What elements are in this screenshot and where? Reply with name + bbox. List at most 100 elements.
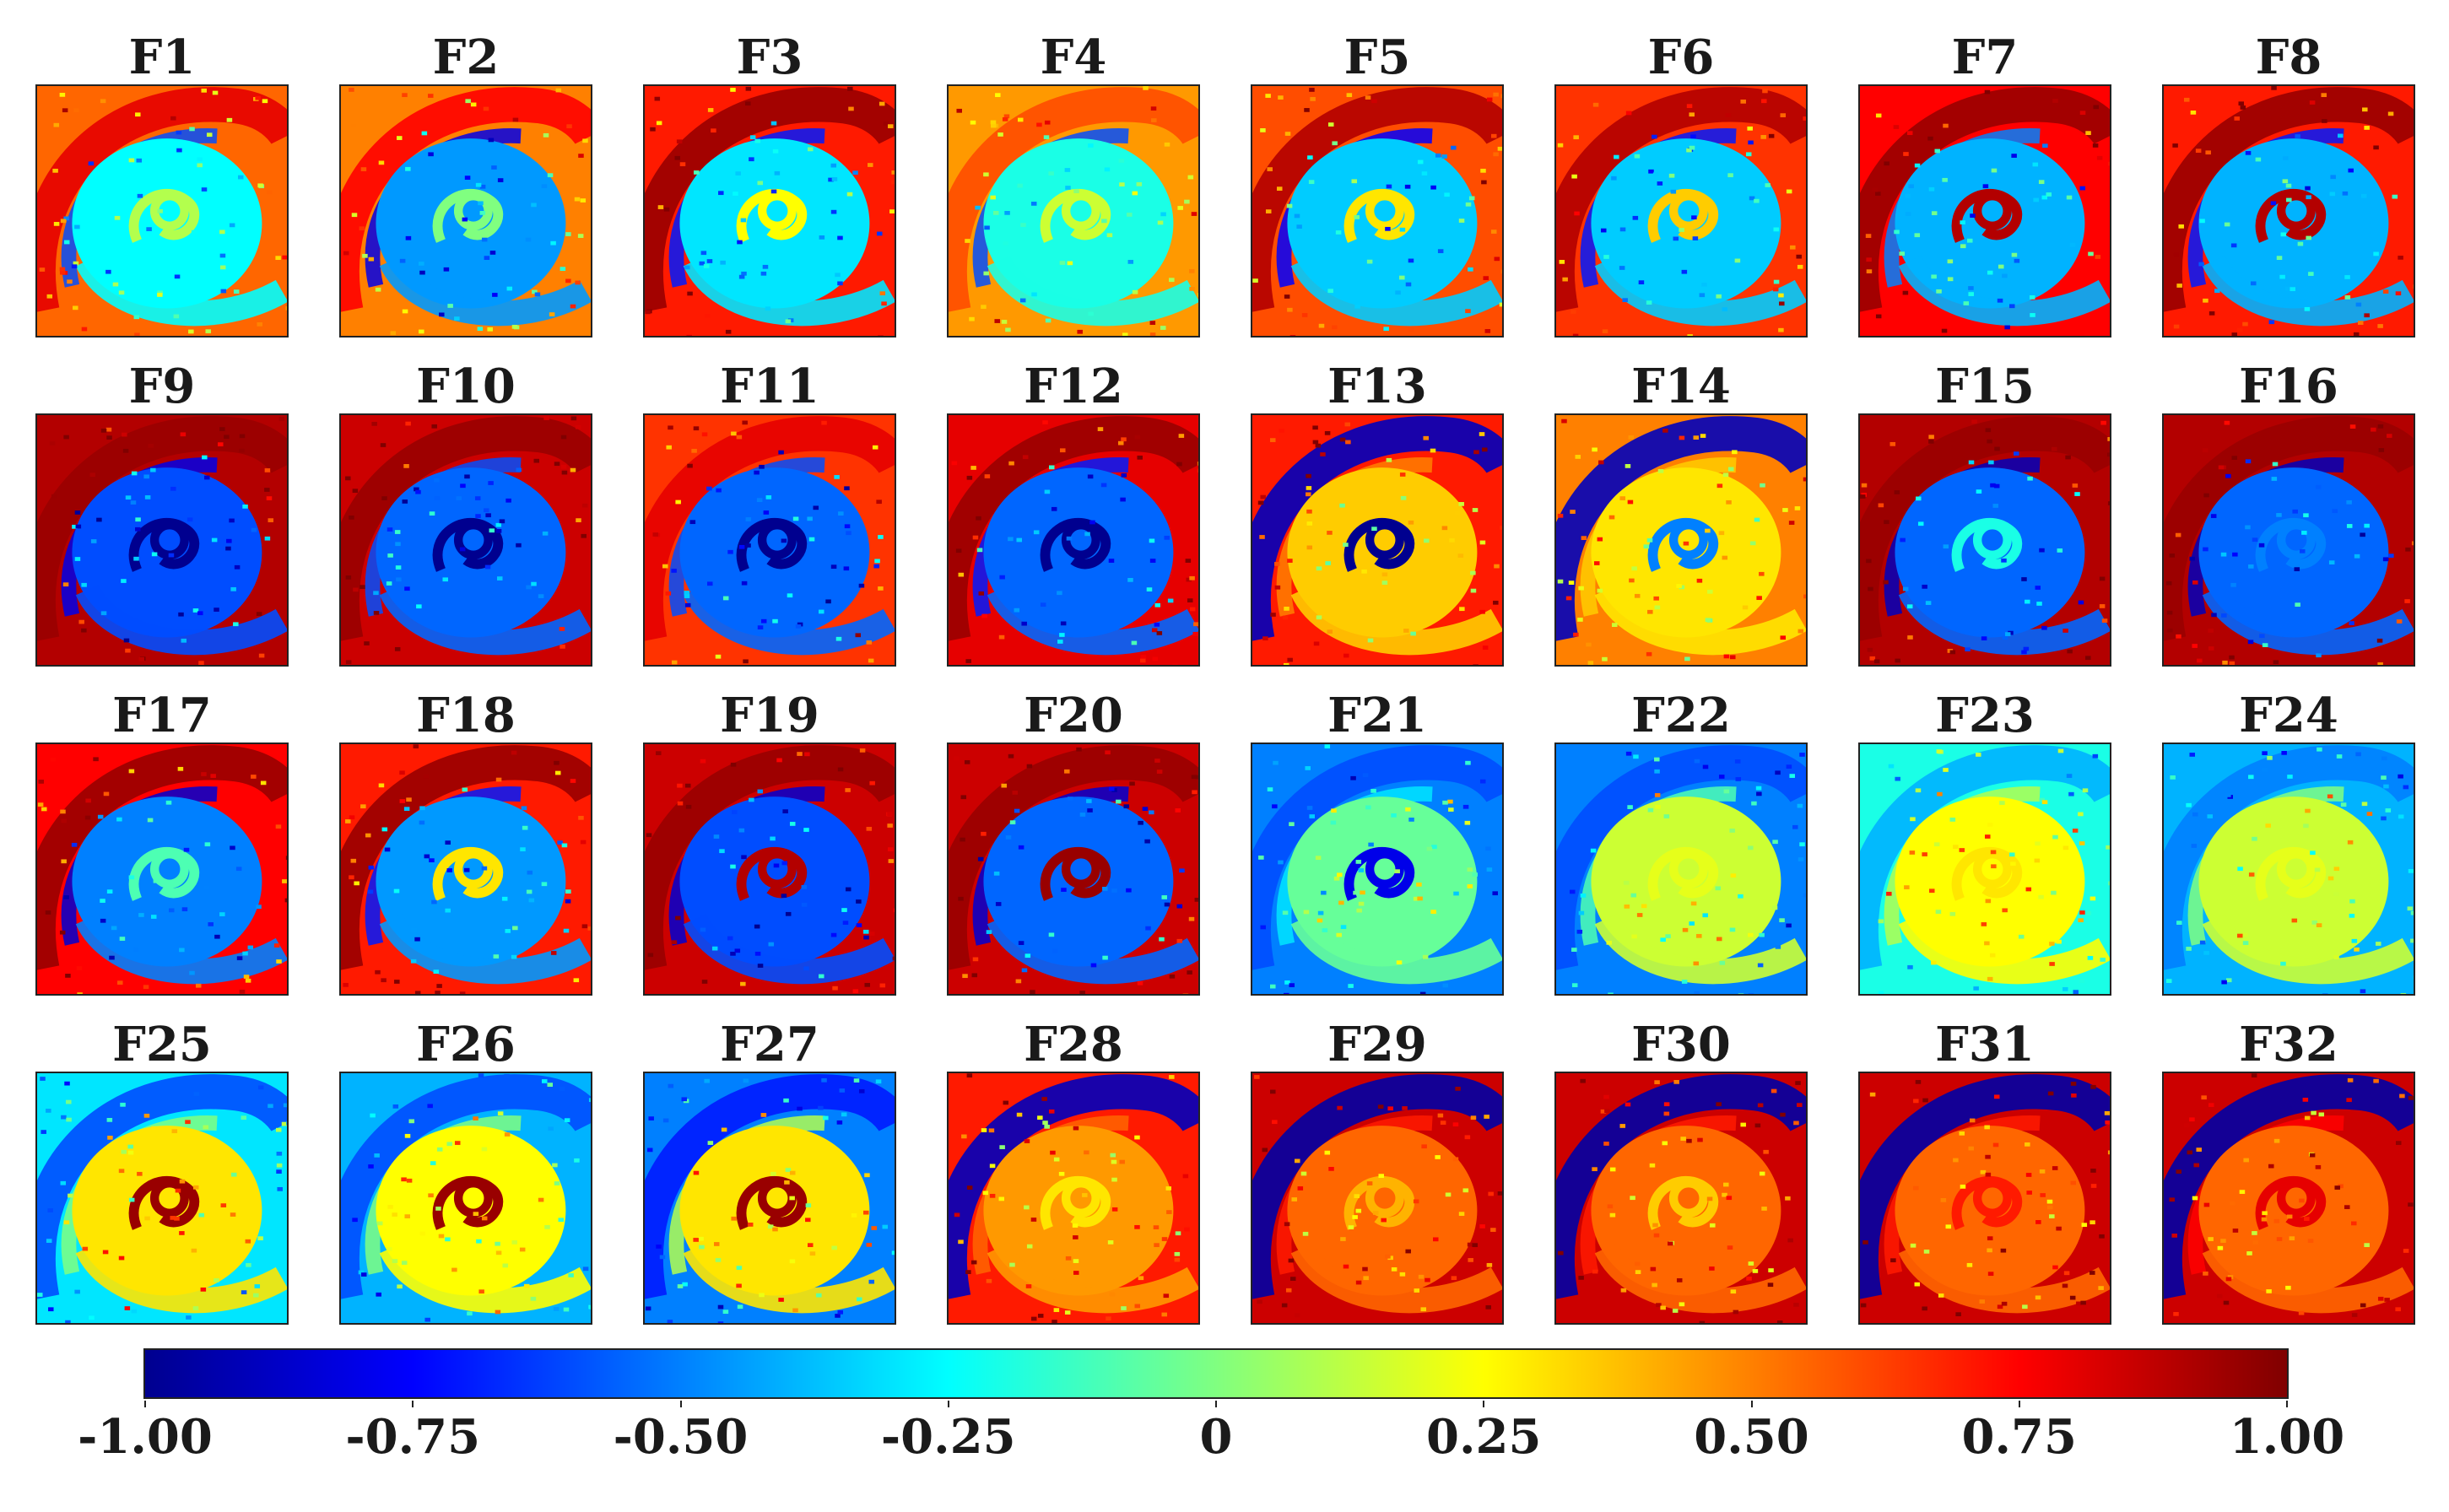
speckle: [835, 1314, 841, 1318]
speckle: [247, 945, 254, 950]
speckle: [588, 1098, 591, 1103]
speckle: [1367, 638, 1374, 643]
speckle: [127, 1144, 133, 1149]
speckle: [1985, 1172, 1992, 1177]
speckle: [1325, 561, 1331, 565]
speckle: [1767, 1282, 1774, 1288]
cyclone-feature-map: [947, 1072, 1200, 1325]
lower-band: [2202, 913, 2414, 985]
speckle: [531, 202, 537, 208]
speckle: [1291, 1197, 1297, 1202]
spiral-arm: [1647, 846, 1719, 901]
speckle: [2099, 576, 2106, 581]
speckle: [1066, 536, 1073, 541]
speckle: [2364, 523, 2370, 528]
spiral-arm: [736, 846, 808, 901]
speckle: [1356, 908, 1362, 913]
speckle: [1073, 1271, 1079, 1275]
speckle: [1343, 543, 1349, 547]
speckle: [1387, 1106, 1393, 1111]
speckle: [2173, 1311, 2179, 1316]
speckle: [46, 1109, 51, 1113]
speckle: [882, 1224, 889, 1229]
speckle: [1992, 1142, 1999, 1148]
speckle: [1735, 777, 1742, 781]
speckle: [1660, 937, 1666, 942]
speckle: [1395, 290, 1401, 295]
speckle: [2373, 145, 2379, 150]
speckle: [181, 638, 187, 643]
speckle: [662, 1118, 669, 1123]
speckle: [1272, 804, 1278, 809]
lower-band: [1290, 584, 1502, 656]
speckle: [1073, 1126, 1079, 1131]
speckle: [214, 934, 220, 939]
speckle: [1662, 428, 1668, 433]
panel-label: F28: [1024, 1017, 1123, 1072]
speckle: [68, 1193, 73, 1198]
speckle: [1118, 159, 1125, 163]
speckle: [1105, 750, 1111, 755]
speckle: [1161, 1237, 1168, 1241]
speckle: [2388, 554, 2394, 559]
speckle: [1026, 764, 1033, 769]
speckle: [1185, 559, 1192, 563]
speckle: [1149, 810, 1154, 815]
speckle: [419, 329, 424, 334]
speckle: [2276, 256, 2283, 261]
speckle: [399, 770, 405, 775]
speckle: [1121, 437, 1127, 442]
speckle: [1928, 186, 1935, 192]
speckle: [981, 305, 987, 310]
speckle: [668, 425, 673, 430]
speckle: [1726, 500, 1732, 505]
speckle: [1612, 623, 1618, 628]
speckle: [1419, 991, 1426, 994]
speckle: [1381, 572, 1388, 577]
speckle: [1187, 598, 1193, 602]
speckle: [576, 518, 581, 522]
speckle: [2364, 313, 2370, 318]
speckle: [397, 136, 403, 140]
speckle: [560, 645, 565, 649]
speckle: [1580, 1078, 1586, 1083]
speckle: [1296, 224, 1302, 230]
speckle: [1344, 422, 1351, 427]
speckle: [76, 966, 83, 970]
speckle: [237, 175, 244, 180]
cyclone-feature-map: [643, 84, 896, 338]
speckle: [402, 500, 408, 504]
speckle: [1988, 460, 1994, 465]
spiral-arm: [1343, 188, 1415, 243]
speckle: [741, 271, 747, 276]
speckle: [1285, 1288, 1292, 1293]
speckle: [1715, 886, 1722, 891]
speckle: [2307, 1239, 2314, 1243]
speckle: [2051, 890, 2057, 895]
speckle: [2202, 448, 2208, 453]
speckle: [284, 898, 287, 903]
speckle: [1634, 154, 1641, 159]
speckle: [392, 1104, 399, 1109]
speckle: [2314, 867, 2321, 872]
speckle: [192, 1306, 199, 1310]
speckle: [93, 757, 99, 762]
speckle: [819, 609, 824, 614]
speckle: [1780, 635, 1787, 640]
speckle: [434, 496, 441, 500]
speckle: [117, 980, 123, 986]
speckle: [738, 828, 745, 833]
speckle: [454, 316, 460, 321]
speckle: [2268, 320, 2275, 325]
speckle: [2090, 1084, 2096, 1089]
speckle: [706, 486, 712, 491]
speckle: [2295, 602, 2300, 608]
speckle: [495, 777, 502, 782]
speckle: [2226, 978, 2232, 983]
speckle: [711, 128, 716, 133]
speckle: [2248, 564, 2254, 569]
speckle: [1663, 1102, 1670, 1107]
speckle: [1973, 986, 1979, 991]
speckle: [570, 304, 576, 309]
speckle: [1294, 213, 1300, 219]
